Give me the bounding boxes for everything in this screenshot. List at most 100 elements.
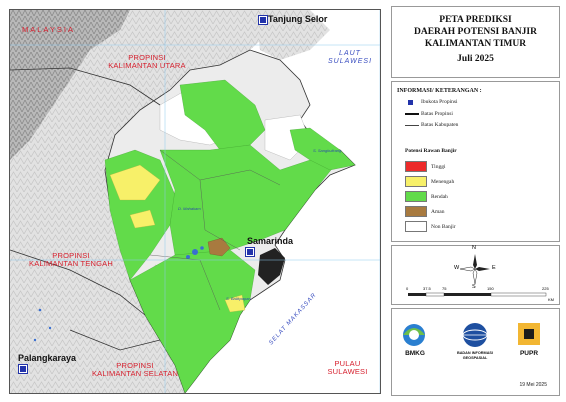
big-label: BADAN INFORMASI GEOSPASIAL (455, 351, 495, 361)
western-land (10, 10, 272, 393)
compass-n: N (472, 245, 476, 251)
pupr-logo-icon (518, 323, 540, 345)
legend-symbol-kabbound: Batas Kabupaten (405, 122, 458, 128)
big-label-line1: BADAN INFORMASI (456, 351, 494, 355)
scale-tick-4: 225 (542, 286, 549, 291)
compass-e: E (492, 265, 496, 271)
scale-unit: KM (548, 297, 554, 302)
lake-2 (186, 255, 190, 259)
swatch-nonbanjir (405, 221, 427, 232)
compass-panel: N S W E 0 37.5 75 150 225 KM (391, 245, 560, 305)
lake-1 (192, 249, 198, 255)
swatch-rendah (405, 191, 427, 202)
compass-svg (408, 254, 547, 297)
rendah-area-center (159, 144, 336, 261)
scale-tick-1: 37.5 (423, 286, 431, 291)
flood-map[interactable]: MALAYSIA PROPINSI KALIMANTAN UTARA PROPI… (9, 9, 381, 394)
pupr-label: PUPR (519, 350, 539, 357)
label-kalsel: PROPINSI KALIMANTAN SELATAN (80, 362, 190, 378)
label-malaysia: MALAYSIA (22, 25, 75, 34)
compass-w: W (454, 265, 460, 271)
logo-panel: BMKG BADAN INFORMASI GEOSPASIAL PUPR 19 … (391, 308, 560, 396)
legend-class-menengah-label: Menengah (431, 178, 455, 185)
big-label-line2: GEOSPASIAL (462, 356, 488, 360)
menengah-area-2 (129, 209, 156, 229)
menengah-area-3 (224, 294, 246, 313)
map-canvas (10, 10, 380, 393)
label-tanjung-selor: Tanjung Selor (268, 14, 328, 24)
scale-tick-0: 0 (406, 286, 409, 291)
lake-west-3 (33, 338, 37, 342)
lake-3 (200, 246, 204, 250)
legend-class-tinggi: Tinggi (405, 161, 445, 172)
label-pulau-line2: SULAWESI (327, 367, 368, 376)
label-balikpapan: S. Balikpapan (226, 296, 251, 301)
swatch-tinggi (405, 161, 427, 172)
date-label: 19 Mei 2025 (519, 382, 547, 388)
label-laut-sulawesi: LAUT SULAWESI (320, 50, 380, 66)
title-line3: KALIMANTAN TIMUR (424, 39, 527, 49)
label-kaltara: PROPINSI KALIMANTAN UTARA (92, 54, 202, 70)
title-line4: Juli 2025 (457, 54, 494, 64)
legend-symbol-provbound-label: Batas Propinsi (421, 111, 453, 117)
title-panel: PETA PREDIKSI DAERAH POTENSI BANJIR KALI… (391, 6, 560, 78)
title-line1: PETA PREDIKSI (439, 15, 512, 25)
compass-s: S (472, 284, 476, 290)
label-kaltara-line1: PROPINSI (128, 53, 166, 62)
legend-class-aman: Aman (405, 206, 444, 217)
kabupaten-boundary-2 (199, 179, 241, 251)
legend-symbol-capital-label: Ibukota Propinsi (421, 99, 458, 105)
label-river-mahakam: D. Mahakam (178, 206, 201, 211)
legend-class-nonbanjir: Non Banjir (405, 221, 456, 232)
province-boundary-kalteng (10, 249, 146, 316)
menengah-area-1 (109, 164, 161, 201)
aman-area (207, 237, 231, 257)
label-laut-line1: LAUT (339, 50, 361, 57)
legend-class-rendah-label: Rendah (431, 193, 448, 200)
kabupaten-boundary-1 (159, 149, 281, 186)
swatch-aman (405, 206, 427, 217)
map-frame: MALAYSIA PROPINSI KALIMANTAN UTARA PROPI… (9, 9, 381, 394)
title-line2: DAERAH POTENSI BANJIR (414, 27, 537, 37)
lake-west-1 (38, 308, 42, 312)
lake-west-2 (48, 326, 52, 330)
rendah-area-south (129, 249, 256, 393)
label-sangkulirang: S. Sangkulirang (313, 148, 342, 153)
swatch-menengah (405, 176, 427, 187)
legend-heading: INFORMASI/ KETERANGAN : (397, 88, 482, 94)
palangkaraya-marker[interactable] (18, 364, 28, 374)
legend-class-aman-label: Aman (431, 208, 445, 215)
malaysia-relief (10, 10, 130, 160)
thin-line-icon (405, 124, 419, 126)
label-kalteng-line1: PROPINSI (52, 251, 90, 260)
legend-class-nonbanjir-label: Non Banjir (431, 223, 456, 230)
label-kalteng-line2: KALIMANTAN TENGAH (29, 259, 113, 268)
legend-class-tinggi-label: Tinggi (431, 163, 446, 170)
label-palangkaraya: Palangkaraya (18, 353, 77, 363)
label-pulau-line1: PULAU (334, 359, 361, 368)
tanjung-selor-marker[interactable] (258, 15, 268, 25)
province-boundary-kaltara (10, 67, 161, 106)
scale-tick-3: 150 (487, 286, 494, 291)
risk-heading: Potensi Rawan Banjir (405, 148, 457, 154)
label-kalsel-line1: PROPINSI (116, 361, 154, 370)
legend-class-menengah: Menengah (405, 176, 454, 187)
rendah-area-sangkulirang (289, 127, 356, 171)
label-samarinda: Samarinda (247, 236, 294, 246)
compass-rose-icon (459, 254, 490, 285)
scale-tick-2: 75 (442, 286, 447, 291)
bmkg-label: BMKG (405, 350, 425, 357)
label-kalteng: PROPINSI KALIMANTAN TENGAH (16, 252, 126, 268)
label-laut-line2: SULAWESI (327, 58, 373, 65)
bmkg-logo-icon (403, 324, 425, 346)
legend-symbol-kabbound-label: Batas Kabupaten (421, 122, 459, 128)
legend-symbol-provbound: Batas Propinsi (405, 111, 453, 117)
legend-class-rendah: Rendah (405, 191, 448, 202)
capital-square-icon (408, 99, 413, 105)
samarinda-marker[interactable] (245, 247, 255, 257)
legend-symbol-capital: Ibukota Propinsi (405, 99, 458, 105)
label-kalsel-line2: KALIMANTAN SELATAN (91, 369, 179, 378)
thick-line-icon (405, 113, 419, 115)
kaltara-coast (255, 10, 330, 60)
label-pulau-sulawesi: PULAU SULAWESI (320, 360, 375, 376)
